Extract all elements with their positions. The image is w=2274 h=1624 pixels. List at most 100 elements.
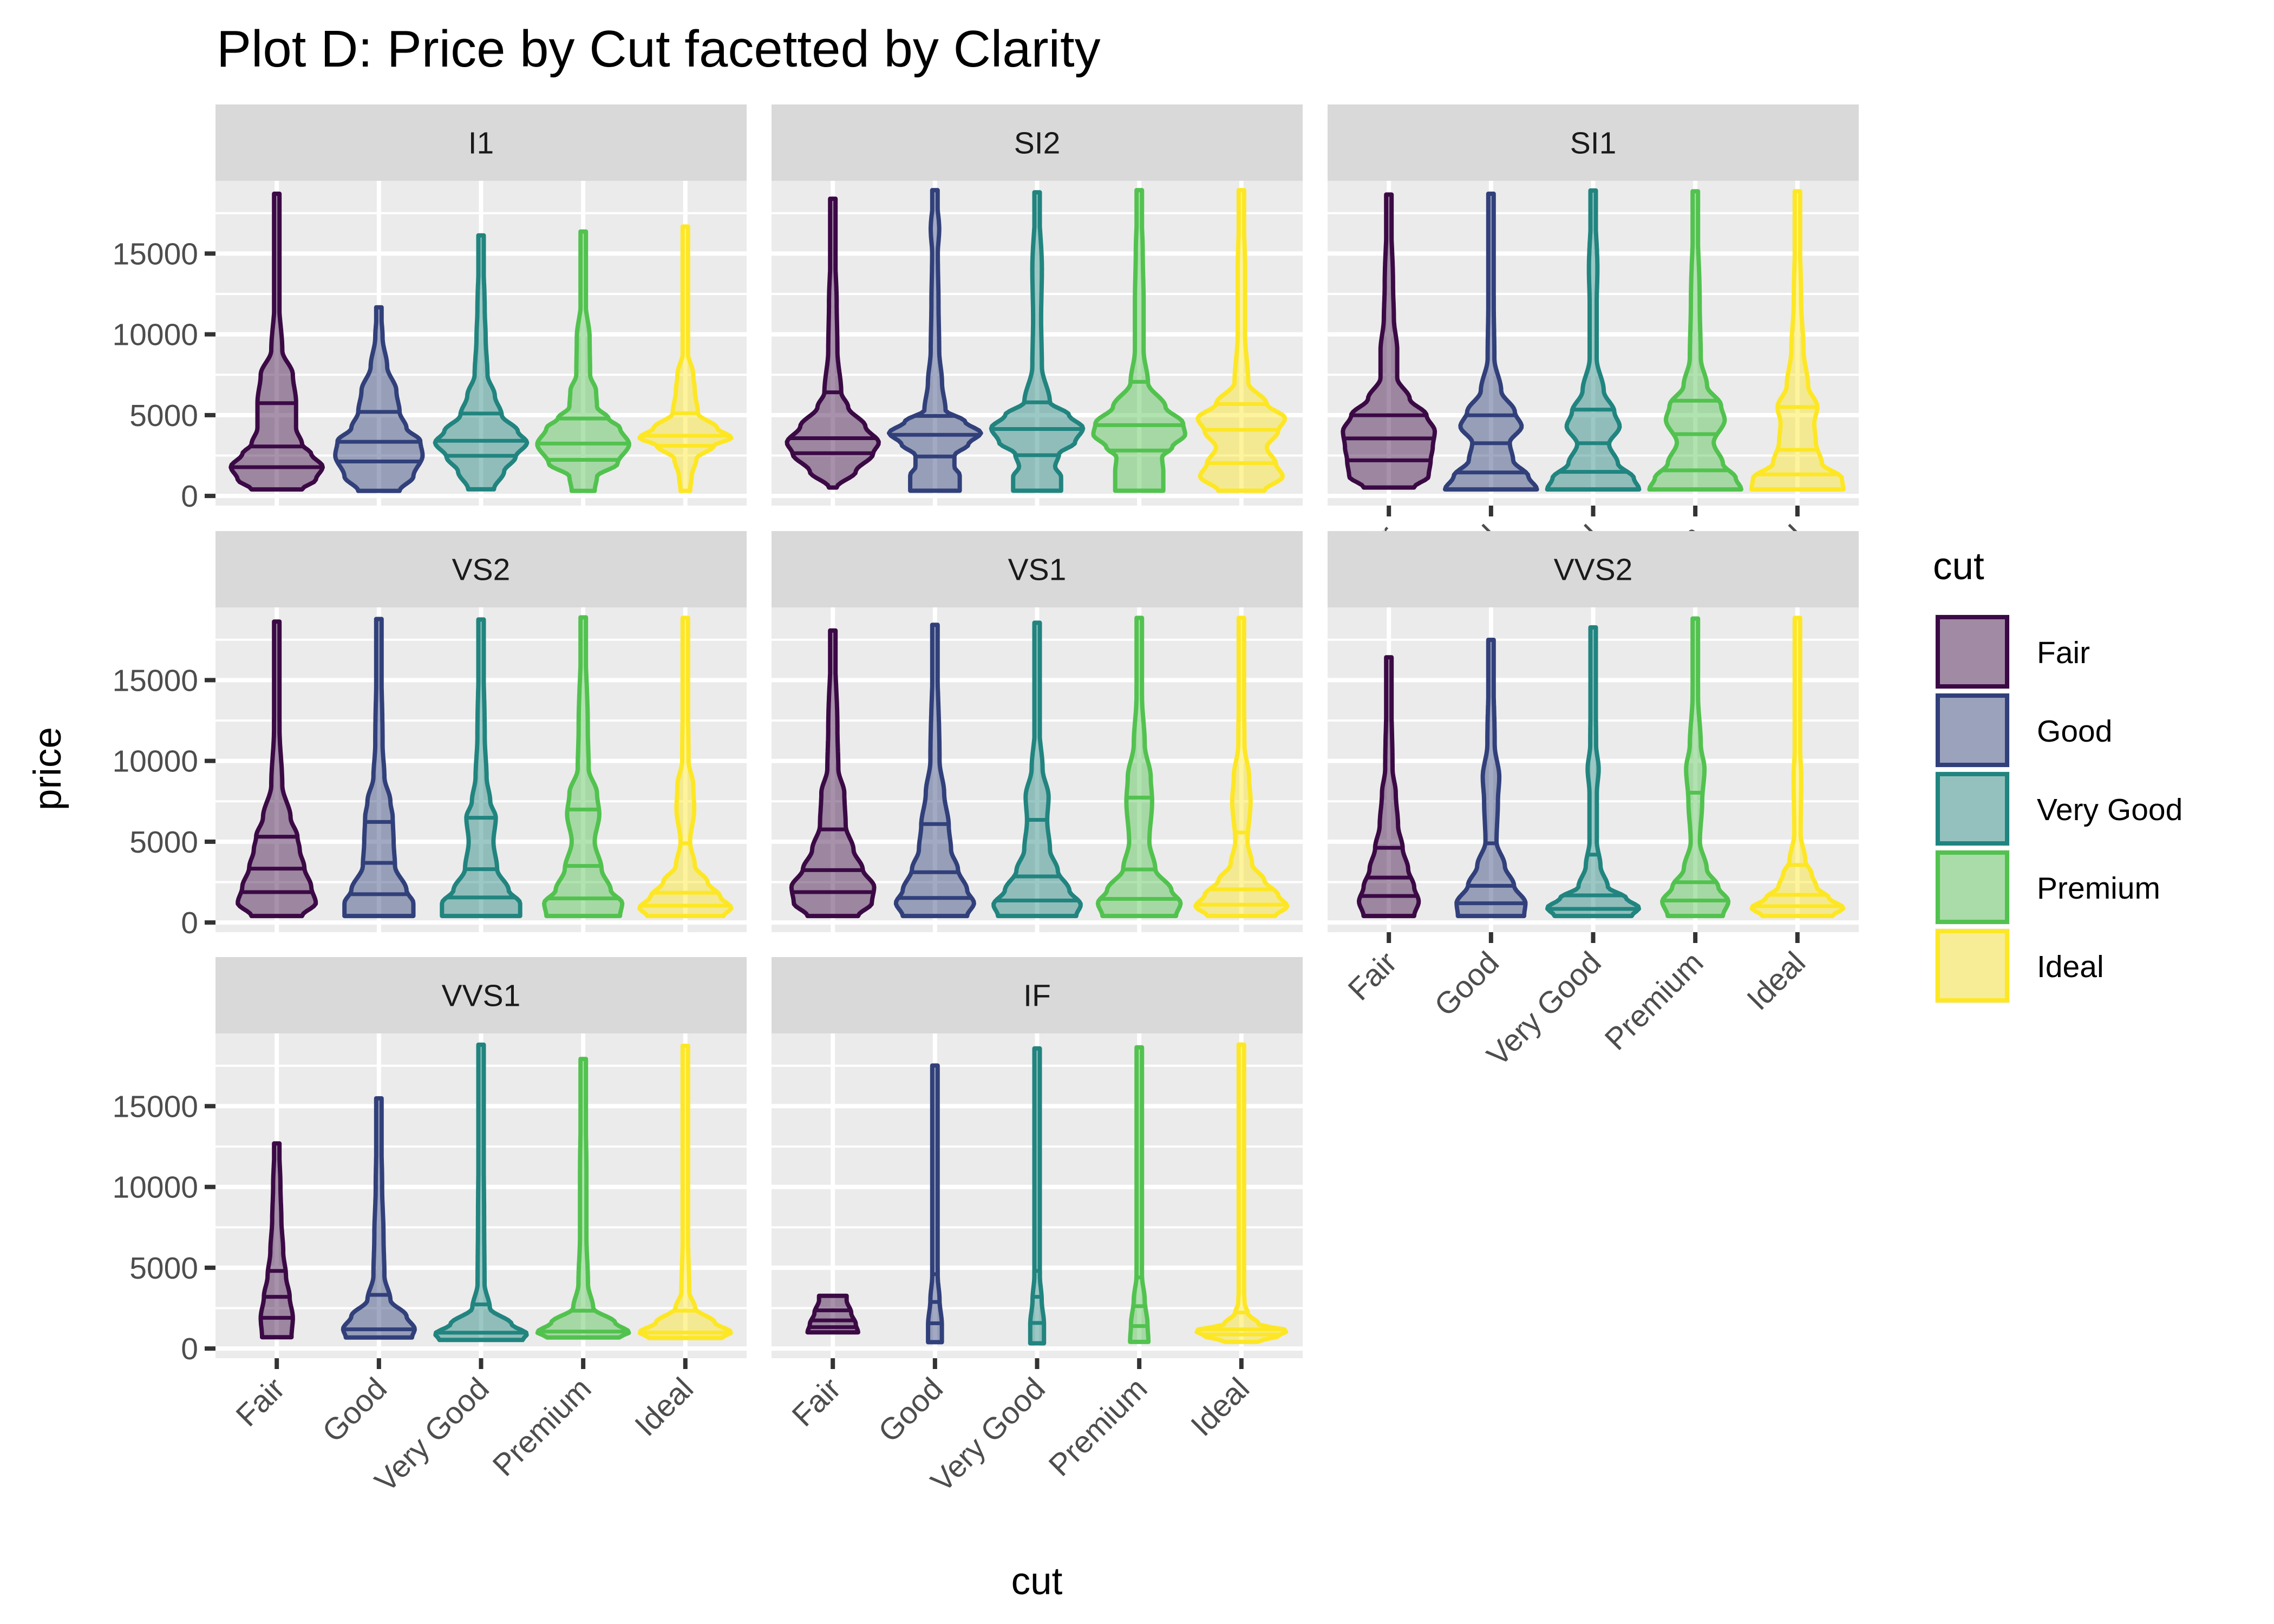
violin-body [1647,189,1743,492]
violin-fair [258,1141,295,1340]
violin-body [1194,1042,1289,1344]
violin-good [1454,638,1528,919]
legend-label: Very Good [2037,793,2182,827]
legend-item-very-good: Very Good [1935,771,2182,846]
violin-body [236,619,318,919]
violin-premium [542,615,625,919]
violin-body [1545,188,1642,492]
legend-label: Fair [2037,636,2090,670]
violin-premium [535,229,631,493]
violin-body [1749,189,1846,492]
violin-body [333,305,425,493]
legend-label: Good [2037,714,2112,749]
violin-body [1545,625,1641,919]
facet-strip [215,104,747,181]
violin-body [1091,188,1187,493]
violin-very-good [433,233,530,492]
violin-very-good [1028,1046,1047,1346]
violin-body [637,1044,733,1340]
legend-key-background [1935,771,2010,846]
violin-premium [1095,615,1183,919]
violin-body [535,229,631,493]
violin-good [887,188,983,493]
violin-premium [535,1057,631,1340]
facet-strip [1328,104,1859,181]
violin-very-good [440,617,522,919]
y-tick-label: 15000 [112,663,198,698]
x-axis-title: cut [1011,1560,1063,1603]
legend-swatch [1936,929,2009,1003]
legend-key-background [1935,850,2010,925]
y-tick-label: 0 [181,1332,198,1366]
violin-ideal [637,615,734,919]
legend-item-fair: Fair [1935,614,2090,689]
facet-strip-label: SI1 [1570,126,1617,161]
violin-body [926,1063,944,1345]
violin-fair [789,628,877,919]
violin-good [1443,191,1539,492]
violin-premium [1647,189,1743,492]
facet-si2: SI2 [772,104,1303,506]
legend-label: Premium [2037,871,2160,906]
violin-ideal [637,224,734,493]
facet-strip-label: I1 [468,126,494,161]
legend: cut Fair Good Very Good Premium Ideal [1933,545,2182,1003]
violin-body [1454,638,1528,919]
violin-body [542,615,625,919]
legend-item-ideal: Ideal [1935,928,2104,1003]
facet-strip [772,957,1303,1033]
violin-body [991,620,1083,919]
violin-fair [228,191,325,492]
violin-very-good [1545,188,1642,492]
facet-strip-label: VS1 [1008,553,1067,587]
chart-title: Plot D: Price by Cut facetted by Clarity [217,20,1101,78]
violin-body [887,188,983,493]
y-tick-label: 5000 [129,825,198,860]
facet-strip-label: VVS2 [1554,553,1633,587]
violin-ideal [1194,1042,1289,1344]
violin-ideal [1749,189,1846,492]
y-axis-title: price [27,727,69,810]
violin-ideal [1195,188,1288,493]
violin-body [535,1057,631,1340]
violin-body [1660,616,1731,919]
facet-strip [772,531,1303,607]
violin-very-good [989,190,1086,493]
violin-premium [1091,188,1187,493]
y-tick-label: 10000 [112,1170,198,1205]
violin-good [342,617,416,919]
violin-body [637,224,734,493]
violin-good [926,1063,944,1345]
facet-strip-label: VVS1 [442,979,521,1013]
facet-strip [215,531,747,607]
legend-label: Ideal [2037,949,2104,984]
y-tick-label: 15000 [112,237,198,271]
facet-strip [215,957,747,1033]
y-tick-label: 0 [181,906,198,940]
facet-panels: I1 0 5000 10000 15000 SI2 SI1FairGoodVery Good… [112,104,1859,1499]
violin-body [1095,615,1183,919]
facet-strip [1328,531,1859,607]
legend-item-good: Good [1935,693,2112,768]
violin-very-good [433,1042,529,1343]
violin-body [1357,655,1421,919]
violin-very-good [991,620,1083,919]
legend-items: Fair Good Very Good Premium Ideal [1935,614,2182,1003]
y-tick-label: 0 [181,479,198,514]
violin-good [893,623,976,919]
violin-ideal [637,1044,733,1340]
violin-body [433,1042,529,1343]
legend-swatch [1936,615,2009,689]
violin-very-good [1545,625,1641,919]
legend-swatch [1936,772,2009,846]
violin-fair [236,619,318,919]
violin-body [228,191,325,492]
violin-good [333,305,425,493]
facet-strip-label: IF [1023,979,1051,1013]
violin-body [789,628,877,919]
legend-swatch [1936,693,2009,767]
violin-body [433,233,530,492]
legend-key-background [1935,693,2010,768]
facet-vs2: VS2 0 5000 10000 15000 [112,531,747,940]
